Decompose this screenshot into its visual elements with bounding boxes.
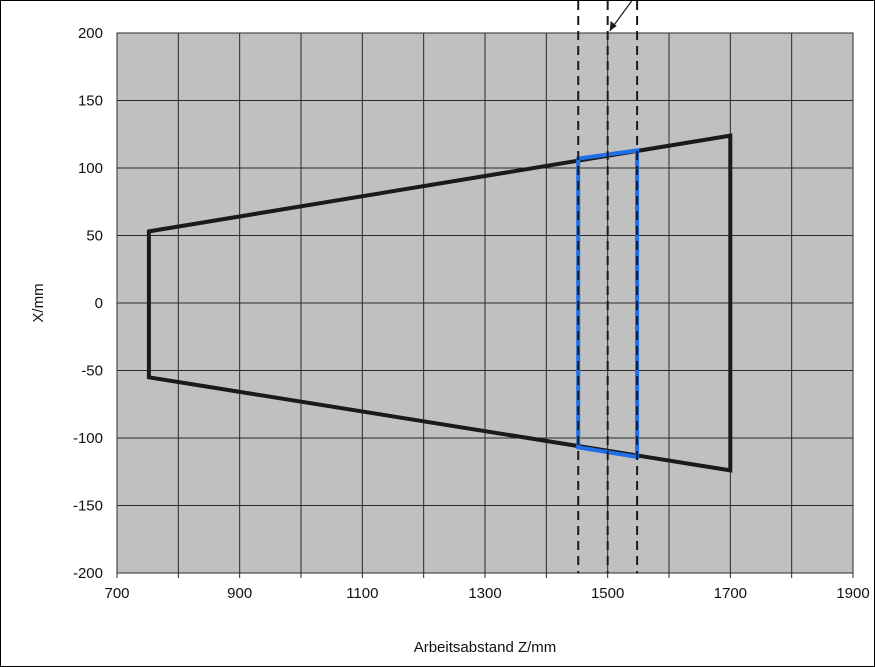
y-tick-label: 200 [78, 25, 103, 42]
y-tick-label: 0 [95, 295, 103, 312]
x-tick-label: 700 [104, 585, 129, 602]
annotation-arrowhead [609, 21, 617, 31]
y-tick-label: -200 [73, 565, 103, 582]
x-axis-title: Arbeitsabstand Z/mm [414, 639, 557, 656]
y-tick-label: 50 [86, 228, 103, 245]
y-tick-label: 150 [78, 93, 103, 110]
y-tick-label: 100 [78, 160, 103, 177]
x-tick-label: 1500 [591, 585, 624, 602]
y-tick-label: -100 [73, 430, 103, 447]
x-tick-label: 1700 [714, 585, 747, 602]
x-tick-label: 1300 [468, 585, 501, 602]
y-axis-title: X/mm [30, 283, 47, 322]
outer-field-outline [146, 133, 733, 473]
tick-labels: 700 900 1100 1300 1500 1700 1900 200 150 100 50 0 -5… [73, 25, 870, 602]
x-tick-label: 900 [227, 585, 252, 602]
x-tick-label: 1100 [346, 585, 378, 602]
y-tick-label: -50 [81, 363, 103, 380]
reference-lines [577, 1, 639, 573]
y-tick-label: -150 [73, 498, 103, 515]
x-tick-label: 1900 [836, 585, 869, 602]
